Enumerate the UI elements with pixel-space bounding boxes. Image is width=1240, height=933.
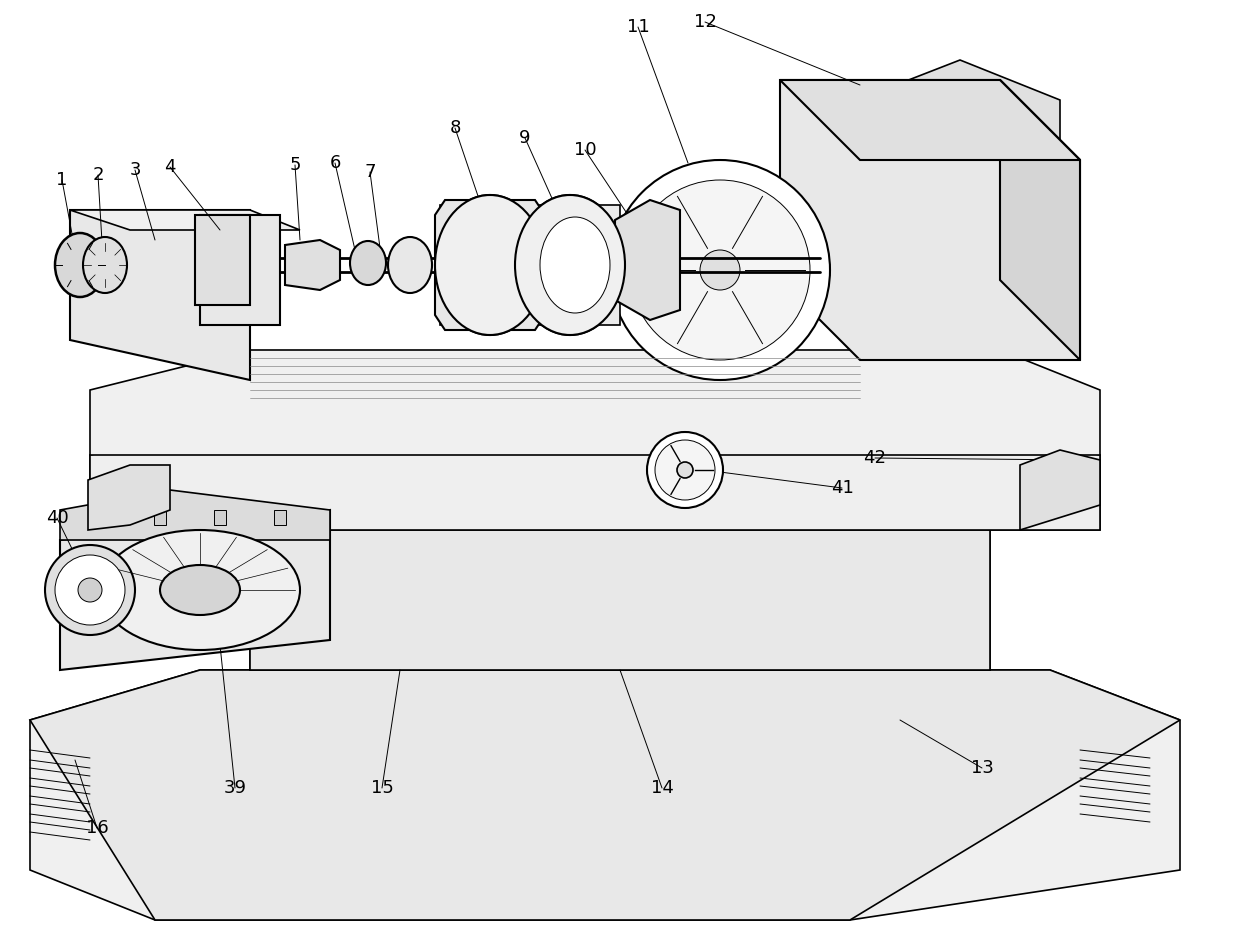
Circle shape — [78, 578, 102, 602]
Polygon shape — [250, 480, 990, 670]
Bar — [195, 215, 250, 305]
Ellipse shape — [525, 200, 625, 330]
Polygon shape — [780, 80, 1080, 360]
Polygon shape — [870, 60, 1060, 360]
Polygon shape — [91, 350, 1100, 455]
Ellipse shape — [445, 207, 534, 323]
Ellipse shape — [100, 530, 300, 650]
Circle shape — [610, 160, 830, 380]
Text: 41: 41 — [831, 479, 853, 497]
Circle shape — [647, 432, 723, 508]
Text: 15: 15 — [371, 779, 393, 797]
Circle shape — [630, 180, 810, 360]
Polygon shape — [435, 200, 546, 330]
Ellipse shape — [83, 237, 126, 293]
Polygon shape — [91, 415, 1100, 530]
Text: 14: 14 — [651, 779, 673, 797]
Polygon shape — [1021, 450, 1100, 530]
Text: 3: 3 — [129, 161, 141, 179]
Ellipse shape — [160, 565, 241, 615]
Ellipse shape — [435, 195, 546, 335]
Ellipse shape — [350, 241, 386, 285]
Text: 5: 5 — [289, 156, 301, 174]
Bar — [200, 215, 280, 325]
Text: 12: 12 — [693, 13, 717, 31]
Polygon shape — [615, 200, 680, 320]
Ellipse shape — [388, 237, 432, 293]
Text: 10: 10 — [574, 141, 596, 159]
Bar — [215, 510, 226, 525]
Text: 1: 1 — [56, 171, 68, 189]
Text: 40: 40 — [46, 509, 68, 527]
Circle shape — [655, 440, 715, 500]
Text: 39: 39 — [223, 779, 247, 797]
Text: 4: 4 — [164, 158, 176, 176]
Text: 16: 16 — [86, 819, 108, 837]
Polygon shape — [30, 670, 1180, 920]
Ellipse shape — [515, 195, 625, 335]
Text: 7: 7 — [365, 163, 376, 181]
Circle shape — [45, 545, 135, 635]
Text: 9: 9 — [520, 129, 531, 147]
Polygon shape — [60, 490, 330, 540]
Polygon shape — [780, 80, 1080, 160]
Polygon shape — [88, 465, 170, 530]
Bar — [94, 510, 105, 525]
Polygon shape — [91, 415, 1100, 530]
Bar — [154, 510, 166, 525]
Text: 6: 6 — [330, 154, 341, 172]
Ellipse shape — [515, 195, 625, 335]
Circle shape — [677, 462, 693, 478]
Text: 13: 13 — [971, 759, 993, 777]
Polygon shape — [999, 80, 1080, 360]
Text: 2: 2 — [92, 166, 104, 184]
Ellipse shape — [55, 233, 105, 297]
Polygon shape — [285, 240, 340, 290]
Polygon shape — [69, 210, 250, 380]
Polygon shape — [60, 510, 330, 670]
Polygon shape — [250, 480, 990, 670]
Ellipse shape — [525, 207, 615, 323]
Bar — [274, 510, 286, 525]
Ellipse shape — [435, 195, 546, 335]
Circle shape — [701, 250, 740, 290]
Polygon shape — [440, 205, 620, 325]
Ellipse shape — [539, 217, 610, 313]
Polygon shape — [69, 210, 300, 230]
Text: 42: 42 — [863, 449, 887, 467]
Circle shape — [55, 555, 125, 625]
Polygon shape — [30, 670, 1180, 920]
Text: 11: 11 — [626, 18, 650, 36]
Text: 8: 8 — [449, 119, 461, 137]
